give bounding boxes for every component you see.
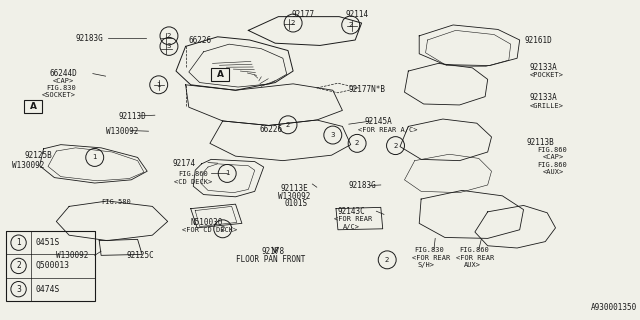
Text: 92177: 92177 [291, 10, 314, 19]
Text: 66226: 66226 [189, 36, 212, 44]
Text: FIG.860: FIG.860 [178, 172, 207, 177]
Text: 3: 3 [330, 132, 335, 138]
Text: 92174: 92174 [173, 159, 196, 168]
Text: 92145A: 92145A [365, 117, 392, 126]
Text: <FOR REAR A/C>: <FOR REAR A/C> [358, 127, 418, 132]
Text: A: A [217, 70, 223, 79]
Text: 2: 2 [221, 226, 225, 232]
Text: 66226: 66226 [259, 125, 282, 134]
Text: <CAP>: <CAP> [52, 78, 74, 84]
Text: S/H>: S/H> [417, 262, 435, 268]
Text: 92183G: 92183G [76, 34, 103, 43]
Text: 3: 3 [16, 285, 21, 294]
Text: 2: 2 [385, 257, 389, 263]
Text: 2: 2 [291, 20, 295, 26]
Text: <FOR REAR: <FOR REAR [456, 255, 495, 260]
Text: Q500013: Q500013 [35, 261, 69, 270]
Bar [6, 231, 95, 301]
Text: 1: 1 [156, 82, 161, 88]
Text: 92143C: 92143C [338, 207, 365, 216]
Text: 92113E: 92113E [280, 184, 308, 193]
Text: W130092: W130092 [56, 252, 89, 260]
Text: AUX>: AUX> [464, 262, 481, 268]
Text: 92125B: 92125B [24, 151, 52, 160]
Text: W130092: W130092 [278, 192, 311, 201]
Text: <AUX>: <AUX> [543, 169, 564, 175]
Text: 92114: 92114 [346, 10, 369, 19]
Text: <FOR REAR: <FOR REAR [412, 255, 450, 260]
Text: 92183G: 92183G [349, 181, 376, 190]
Text: N510030: N510030 [191, 218, 223, 227]
Text: W130092: W130092 [106, 127, 138, 136]
Bar [24, 100, 42, 113]
Text: 2: 2 [286, 122, 290, 128]
Text: 92133A: 92133A [530, 93, 557, 102]
Text: 92161D: 92161D [525, 36, 552, 44]
Text: 0474S: 0474S [35, 285, 60, 294]
Text: FIG.860: FIG.860 [538, 148, 567, 153]
Text: <POCKET>: <POCKET> [530, 72, 564, 78]
Text: 92113B: 92113B [526, 138, 554, 147]
Text: 0101S: 0101S [285, 199, 308, 208]
Text: 92133A: 92133A [530, 63, 557, 72]
Text: 2: 2 [349, 22, 353, 28]
Text: 92178: 92178 [261, 247, 284, 256]
Text: 2: 2 [355, 140, 359, 146]
Text: 66244D: 66244D [50, 69, 77, 78]
Text: 2: 2 [394, 143, 397, 148]
Text: 92177N*B: 92177N*B [349, 85, 386, 94]
Text: 92125C: 92125C [127, 252, 154, 260]
Text: <GRILLE>: <GRILLE> [530, 103, 564, 108]
Text: <CD DECK>: <CD DECK> [174, 179, 212, 185]
Text: FLOOR PAN FRONT: FLOOR PAN FRONT [236, 255, 305, 264]
Text: A/C>: A/C> [342, 224, 360, 229]
Text: W130092: W130092 [12, 161, 44, 170]
Text: FIG.580: FIG.580 [101, 199, 131, 204]
Text: <FOR CD DECK>: <FOR CD DECK> [182, 227, 237, 233]
Text: 1: 1 [92, 155, 97, 160]
Text: A930001350: A930001350 [591, 303, 637, 312]
Bar [211, 68, 229, 81]
Text: 3: 3 [166, 44, 172, 49]
Text: <SOCKET>: <SOCKET> [42, 92, 76, 98]
Text: 1: 1 [16, 238, 21, 247]
Text: FIG.830: FIG.830 [415, 247, 444, 253]
Text: 1: 1 [225, 171, 230, 176]
Text: 0451S: 0451S [35, 238, 60, 247]
Text: 2: 2 [167, 33, 171, 39]
Text: <CAP>: <CAP> [543, 155, 564, 160]
Text: FIG.830: FIG.830 [47, 85, 76, 91]
Text: <FOR REAR: <FOR REAR [334, 216, 372, 222]
Text: A: A [30, 102, 36, 111]
Text: 92113D: 92113D [118, 112, 146, 121]
Text: FIG.860: FIG.860 [460, 247, 489, 253]
Text: FIG.860: FIG.860 [538, 162, 567, 168]
Text: 2: 2 [16, 261, 21, 270]
